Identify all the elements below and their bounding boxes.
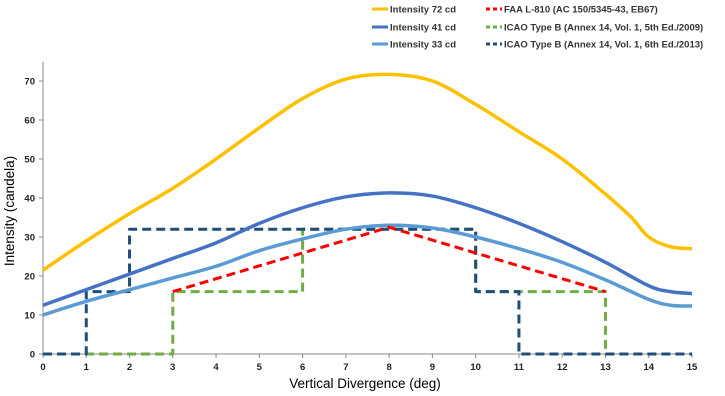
y-axis-title: Intensity (candela) xyxy=(2,156,17,266)
series-line-5 xyxy=(43,227,692,356)
y-tick-label: 0 xyxy=(30,350,35,361)
series-line-3 xyxy=(172,225,606,294)
x-tick-label: 9 xyxy=(430,362,435,373)
y-tick-label: 10 xyxy=(24,311,35,322)
x-tick-label: 6 xyxy=(300,362,305,373)
y-tick-label: 70 xyxy=(24,77,35,88)
x-tick-label: 15 xyxy=(687,362,698,373)
series-line-1 xyxy=(42,191,693,307)
x-axis-title: Vertical Divergence (deg) xyxy=(289,376,441,391)
y-tick-label: 60 xyxy=(24,116,35,127)
y-tick-label: 20 xyxy=(24,272,35,283)
x-tick-label: 12 xyxy=(557,362,568,373)
legend-label: ICAO Type B (Annex 14, Vol. 1, 5th Ed./2… xyxy=(504,23,703,34)
y-tick-label: 30 xyxy=(24,233,35,244)
x-tick-label: 7 xyxy=(343,362,348,373)
x-tick-labels: 0 1 2 3 4 5 6 7 8 9 10 11 12 13 14 15 xyxy=(40,354,698,373)
x-tick-label: 11 xyxy=(514,362,525,373)
series-line-2 xyxy=(42,223,693,317)
x-tick-label: 2 xyxy=(127,362,132,373)
plot-area xyxy=(42,72,693,356)
x-tick-label: 13 xyxy=(600,362,611,373)
x-tick-label: 3 xyxy=(170,362,175,373)
legend-label: Intensity 72 cd xyxy=(390,5,456,16)
x-tick-label: 1 xyxy=(84,362,90,373)
x-tick-label: 5 xyxy=(257,362,263,373)
series-line-0 xyxy=(42,72,693,272)
y-tick-label: 40 xyxy=(24,194,35,205)
legend-label: FAA L-810 (AC 150/5345-43, EB67) xyxy=(504,5,658,16)
x-tick-label: 14 xyxy=(643,362,654,373)
y-tick-labels: 0 10 20 30 40 50 60 70 xyxy=(24,77,43,361)
x-tick-label: 8 xyxy=(386,362,391,373)
x-tick-label: 0 xyxy=(40,362,45,373)
x-tick-label: 4 xyxy=(213,362,219,373)
legend-label: Intensity 41 cd xyxy=(390,23,456,34)
legend: Intensity 72 cd Intensity 41 cd Intensity … xyxy=(372,5,703,51)
legend-label: ICAO Type B (Annex 14, Vol. 1, 6th Ed./2… xyxy=(504,40,703,51)
y-tick-label: 50 xyxy=(24,155,35,166)
series-line-4 xyxy=(43,227,692,356)
legend-label: Intensity 33 cd xyxy=(390,40,456,51)
x-tick-label: 10 xyxy=(470,362,481,373)
